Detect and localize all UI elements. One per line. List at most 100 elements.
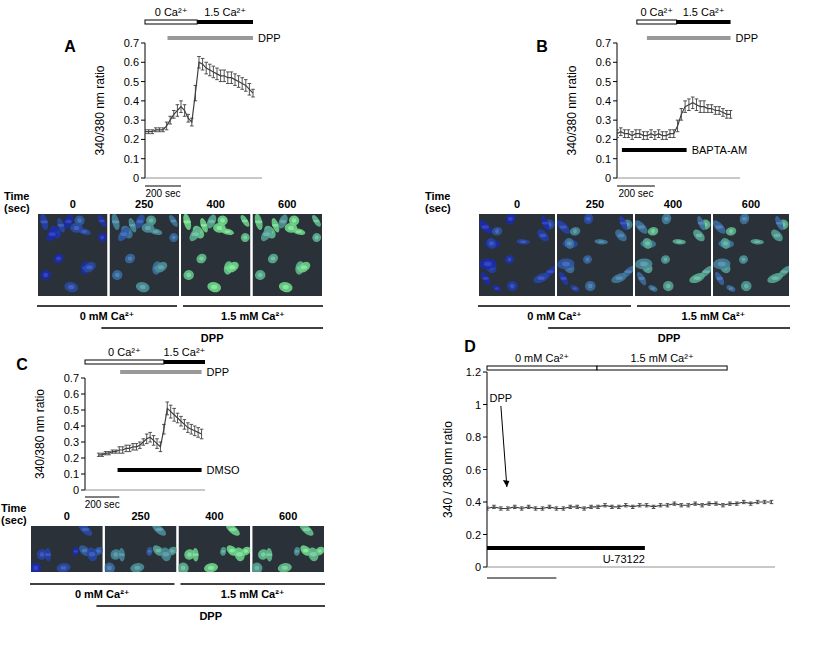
error-bar — [624, 504, 628, 507]
cell-nucleus — [113, 552, 118, 557]
cell — [220, 547, 227, 557]
tick — [613, 178, 617, 179]
cell — [688, 271, 707, 285]
micrograph — [253, 214, 323, 296]
error-bar — [548, 505, 552, 508]
cell — [695, 215, 706, 231]
cell-nucleus — [99, 220, 105, 223]
error-bar — [237, 76, 241, 88]
cell-nucleus — [288, 226, 294, 230]
cell-nucleus — [292, 218, 297, 222]
condition-label: 1.5 mM Ca²⁺ — [221, 310, 285, 322]
cell — [118, 548, 125, 562]
cell — [479, 218, 494, 236]
treatment-bar — [677, 20, 731, 24]
cell — [63, 281, 79, 294]
cell — [52, 252, 66, 266]
error-bar — [657, 130, 661, 138]
time-label-part: (sec) — [425, 202, 451, 214]
cell-nucleus — [645, 241, 650, 245]
error-bar — [244, 80, 248, 92]
error-bar — [506, 507, 510, 510]
cell — [182, 214, 193, 231]
cell — [516, 239, 530, 245]
error-bar — [520, 507, 524, 510]
time-value: 400 — [664, 198, 682, 210]
error-bar — [630, 132, 634, 140]
tick — [81, 442, 85, 443]
cell — [569, 284, 580, 293]
tick-label: 0.4 — [596, 95, 611, 107]
cell-nucleus — [236, 552, 242, 557]
tick-label: 0.3 — [596, 114, 611, 126]
tick — [613, 100, 617, 101]
cell-nucleus — [640, 262, 648, 267]
cell — [81, 260, 97, 275]
error-bar — [698, 101, 702, 113]
cell — [557, 218, 572, 236]
cell — [182, 269, 195, 281]
time-label-part: Time — [1, 502, 26, 514]
cell-nucleus — [495, 287, 499, 289]
error-bar — [168, 116, 172, 124]
cell-nucleus — [229, 528, 237, 531]
error-bar — [114, 450, 118, 453]
cell-nucleus — [65, 220, 72, 224]
error-bar — [135, 444, 139, 450]
cell — [266, 252, 280, 266]
error-bar — [541, 507, 545, 510]
micrograph — [557, 214, 633, 296]
time-value: 0 — [64, 510, 70, 522]
cell-nucleus — [183, 220, 191, 223]
tick — [483, 502, 487, 503]
treatment-label: BAPTA-AM — [692, 144, 747, 156]
cell — [213, 223, 226, 234]
cell-nucleus — [187, 552, 192, 557]
time-label-part: (sec) — [1, 514, 27, 526]
error-bar — [499, 507, 503, 510]
error-bar — [706, 105, 710, 113]
cell — [167, 214, 179, 228]
error-bar — [190, 118, 194, 126]
tick — [613, 43, 617, 44]
treatment-label: 0 mM Ca²⁺ — [515, 352, 569, 364]
tick — [81, 410, 85, 411]
tick-label: 0.4 — [124, 95, 139, 107]
cell-nucleus — [271, 256, 276, 260]
error-bar — [725, 111, 729, 119]
error-bar — [487, 507, 489, 510]
error-bar — [492, 505, 496, 508]
cell — [504, 214, 516, 225]
tick-label: 0.7 — [124, 37, 139, 49]
micrograph — [635, 214, 711, 296]
tick-label: 0.4 — [466, 496, 481, 508]
tick-label: 0.1 — [64, 468, 79, 480]
error-bar — [148, 432, 152, 442]
cell-nucleus — [676, 241, 682, 243]
cell — [769, 227, 785, 243]
error-bar — [97, 453, 101, 456]
data-group — [97, 402, 203, 456]
cell-nucleus — [40, 552, 45, 557]
cell-nucleus — [229, 549, 235, 553]
micrograph-bg — [713, 214, 789, 296]
cell-nucleus — [542, 222, 549, 225]
annotation-arrow — [501, 406, 507, 487]
treatment-bar — [647, 36, 731, 40]
cell-nucleus — [664, 258, 668, 262]
error-bar — [107, 452, 111, 455]
error-bar — [693, 502, 697, 505]
error-bar — [672, 130, 676, 138]
cell-nucleus — [703, 270, 710, 273]
tick — [141, 43, 145, 44]
cell — [39, 269, 52, 281]
tick — [613, 120, 617, 121]
micrograph-bg — [635, 214, 711, 296]
micrograph-bg — [38, 214, 108, 296]
cell-nucleus — [618, 233, 624, 237]
cell — [662, 280, 674, 291]
error-bar — [159, 442, 163, 452]
treatment-bar — [145, 20, 197, 24]
cell — [277, 562, 292, 572]
scale-label: 200 sec — [85, 499, 120, 510]
